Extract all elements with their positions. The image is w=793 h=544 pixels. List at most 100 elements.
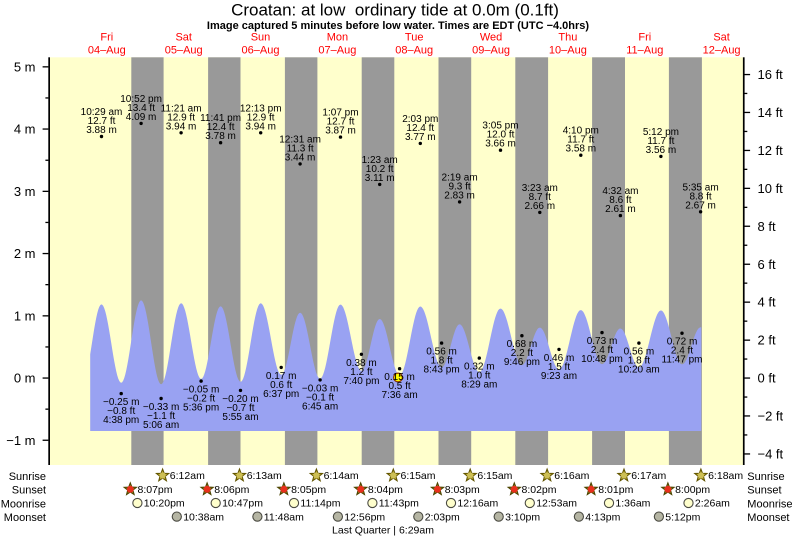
svg-text:13.4 ft: 13.4 ft [127,103,155,114]
svg-text:12:53am: 12:53am [536,498,577,510]
svg-text:5:12pm: 5:12pm [665,511,700,523]
svg-text:05–Aug: 05–Aug [165,44,203,56]
svg-text:2:03pm: 2:03pm [425,511,460,523]
svg-text:0.6 ft: 0.6 ft [270,380,292,391]
svg-text:12:56pm: 12:56pm [344,511,385,523]
svg-text:12.7 ft: 12.7 ft [88,116,116,127]
svg-text:6:14am: 6:14am [324,470,359,482]
svg-text:−0.25 m: −0.25 m [103,397,139,408]
svg-text:2:03 pm: 2:03 pm [402,114,438,125]
svg-text:1.2 ft: 1.2 ft [350,367,372,378]
svg-text:2.67 m: 2.67 m [685,200,716,211]
svg-text:8:07pm: 8:07pm [138,484,173,496]
svg-text:5:35 am: 5:35 am [683,182,719,193]
svg-text:Wed: Wed [480,31,502,43]
svg-text:10:48 pm: 10:48 pm [581,354,623,365]
svg-text:Last Quarter | 6:29am: Last Quarter | 6:29am [332,525,434,537]
svg-text:11.3 ft: 11.3 ft [287,143,314,154]
svg-text:2:19 am: 2:19 am [442,172,478,183]
svg-text:3.94 m: 3.94 m [166,121,197,132]
svg-text:10:20 am: 10:20 am [618,365,660,376]
svg-text:6:17am: 6:17am [631,470,666,482]
svg-text:11:47 pm: 11:47 pm [662,355,703,366]
svg-text:6:18am: 6:18am [708,470,743,482]
svg-text:2.61 m: 2.61 m [605,204,636,215]
svg-text:5:12 pm: 5:12 pm [643,127,679,138]
svg-text:3.94 m: 3.94 m [245,121,276,132]
svg-text:0.72 m: 0.72 m [667,337,698,348]
svg-text:5:55 am: 5:55 am [222,412,258,423]
svg-text:1:07 pm: 1:07 pm [322,108,358,119]
svg-text:0.5 ft: 0.5 ft [388,381,410,392]
svg-text:3 m: 3 m [14,184,36,199]
svg-text:0.46 m: 0.46 m [544,353,575,364]
svg-text:Mon: Mon [327,31,348,43]
svg-text:−0.33 m: −0.33 m [143,402,179,413]
svg-text:3.78 m: 3.78 m [205,131,236,142]
svg-text:4:38 pm: 4:38 pm [103,415,139,426]
svg-text:Moonset: Moonset [4,512,46,524]
svg-text:3.56 m: 3.56 m [646,145,677,156]
svg-text:6:12am: 6:12am [170,470,205,482]
svg-text:9:23 am: 9:23 am [541,371,577,382]
svg-text:6:45 am: 6:45 am [302,401,338,412]
svg-text:2 m: 2 m [14,246,36,261]
svg-text:8.8 ft: 8.8 ft [689,191,711,202]
svg-text:−0.1 ft: −0.1 ft [306,392,334,403]
svg-text:Moonset: Moonset [747,512,789,524]
svg-text:9:46 pm: 9:46 pm [504,357,540,368]
svg-text:8:43 pm: 8:43 pm [424,365,460,376]
svg-text:3:05 pm: 3:05 pm [482,121,518,132]
svg-text:12.4 ft: 12.4 ft [406,123,434,134]
svg-text:11:21 am: 11:21 am [161,103,202,114]
svg-text:09–Aug: 09–Aug [472,44,510,56]
svg-text:11:41 pm: 11:41 pm [200,113,241,124]
svg-text:3.87 m: 3.87 m [325,126,356,137]
svg-text:1 m: 1 m [14,308,36,323]
svg-text:0.15 m: 0.15 m [384,372,415,383]
svg-text:Moonrise: Moonrise [747,498,792,510]
svg-text:8:02pm: 8:02pm [522,484,557,496]
svg-text:3.58 m: 3.58 m [566,144,597,155]
svg-text:3.11 m: 3.11 m [365,173,395,184]
svg-text:07–Aug: 07–Aug [318,44,356,56]
svg-text:Thu: Thu [558,31,577,43]
svg-text:−2 ft: −2 ft [758,409,784,424]
svg-text:4 m: 4 m [14,122,36,137]
svg-text:5:36 pm: 5:36 pm [183,403,219,414]
svg-text:2:26am: 2:26am [695,498,730,510]
svg-text:6:37 pm: 6:37 pm [263,389,299,400]
svg-text:4:10 pm: 4:10 pm [563,126,599,137]
svg-text:6:15am: 6:15am [477,470,512,482]
svg-text:Fri: Fri [638,31,651,43]
svg-text:10–Aug: 10–Aug [549,44,587,56]
svg-text:Moonrise: Moonrise [1,498,46,510]
svg-text:8:03pm: 8:03pm [445,484,480,496]
svg-text:10:29 am: 10:29 am [81,107,123,118]
svg-text:1:23 am: 1:23 am [362,155,398,166]
svg-text:3.66 m: 3.66 m [485,139,516,150]
svg-text:Sunrise: Sunrise [747,471,784,483]
svg-text:4:13pm: 4:13pm [585,511,620,523]
svg-text:8:06pm: 8:06pm [214,484,249,496]
svg-text:6 ft: 6 ft [758,257,776,272]
svg-text:0.38 m: 0.38 m [346,358,377,369]
svg-text:04–Aug: 04–Aug [88,44,126,56]
svg-text:Sat: Sat [713,31,730,43]
svg-text:3:10pm: 3:10pm [505,511,540,523]
svg-text:10:20pm: 10:20pm [144,498,185,510]
svg-text:2.83 m: 2.83 m [444,190,475,201]
svg-text:0.56 m: 0.56 m [624,347,655,358]
svg-text:11.7 ft: 11.7 ft [647,136,674,147]
svg-text:4 ft: 4 ft [758,295,776,310]
svg-text:6:16am: 6:16am [554,470,589,482]
svg-text:0.17 m: 0.17 m [266,371,297,382]
svg-text:−0.20 m: −0.20 m [222,394,258,405]
svg-text:12:16am: 12:16am [457,498,498,510]
svg-text:8:04pm: 8:04pm [368,484,403,496]
svg-text:14 ft: 14 ft [758,105,784,120]
svg-text:11.7 ft: 11.7 ft [567,135,594,146]
svg-text:3.44 m: 3.44 m [285,152,316,163]
svg-text:12–Aug: 12–Aug [703,44,741,56]
svg-text:8:05pm: 8:05pm [291,484,326,496]
